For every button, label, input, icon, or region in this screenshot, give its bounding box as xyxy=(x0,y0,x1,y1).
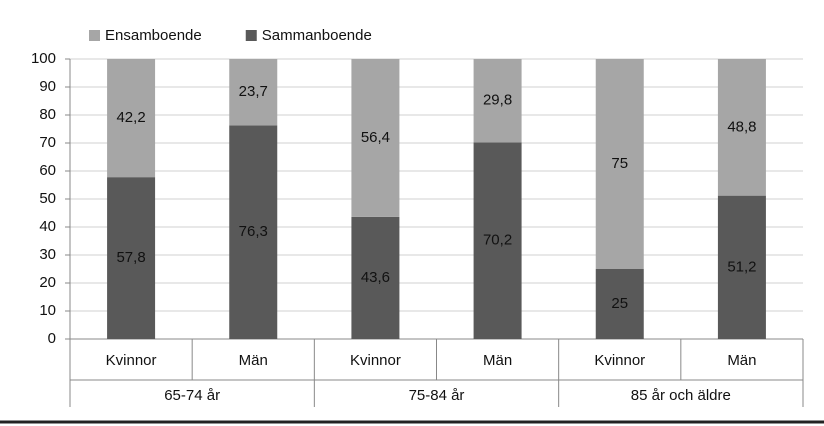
value-label: 42,2 xyxy=(116,109,145,126)
y-tick-label: 0 xyxy=(48,330,56,347)
bar-segment xyxy=(351,216,400,339)
value-label: 70,2 xyxy=(483,232,512,249)
bar-segment xyxy=(717,59,766,196)
y-tick-label: 70 xyxy=(39,134,56,151)
value-label: 25 xyxy=(611,295,628,312)
group-label: 75-84 år xyxy=(409,387,465,404)
bar-segment xyxy=(107,177,156,339)
x-tick-label: Kvinnor xyxy=(594,352,645,369)
value-label: 29,8 xyxy=(483,92,512,109)
legend-label: Sammanboende xyxy=(262,27,372,44)
value-label: 48,8 xyxy=(727,118,756,135)
y-tick-label: 50 xyxy=(39,190,56,207)
value-label: 51,2 xyxy=(727,258,756,275)
y-tick-label: 60 xyxy=(39,162,56,179)
legend-swatch xyxy=(89,30,100,41)
legend-label: Ensamboende xyxy=(105,27,202,44)
y-tick-label: 40 xyxy=(39,218,56,235)
y-tick-label: 90 xyxy=(39,78,56,95)
bar-segment xyxy=(351,59,400,217)
legend-swatch xyxy=(245,30,257,41)
y-tick-label: 10 xyxy=(39,302,56,319)
bar-segment xyxy=(595,59,644,269)
x-tick-label: Män xyxy=(483,352,512,369)
y-tick-label: 20 xyxy=(39,274,56,291)
bar-segment xyxy=(595,269,644,339)
bar-segment xyxy=(717,195,766,339)
bar-segment xyxy=(229,125,278,339)
value-label: 43,6 xyxy=(361,269,390,286)
value-label: 56,4 xyxy=(361,129,390,146)
x-tick-label: Kvinnor xyxy=(350,352,401,369)
x-tick-label: Kvinnor xyxy=(106,352,157,369)
y-tick-label: 80 xyxy=(39,106,56,123)
x-tick-label: Män xyxy=(239,352,268,369)
bar-segment xyxy=(107,59,156,178)
value-label: 76,3 xyxy=(239,223,268,240)
y-tick-label: 30 xyxy=(39,246,56,263)
bar-segment xyxy=(473,59,522,143)
value-label: 75 xyxy=(611,155,628,172)
value-label: 23,7 xyxy=(239,83,268,100)
bar-segment xyxy=(473,142,522,339)
x-tick-label: Män xyxy=(727,352,756,369)
group-label: 85 år och äldre xyxy=(631,387,731,404)
value-label: 57,8 xyxy=(116,249,145,266)
y-tick-label: 100 xyxy=(31,50,56,67)
group-label: 65-74 år xyxy=(164,387,220,404)
bar-segment xyxy=(229,59,278,126)
